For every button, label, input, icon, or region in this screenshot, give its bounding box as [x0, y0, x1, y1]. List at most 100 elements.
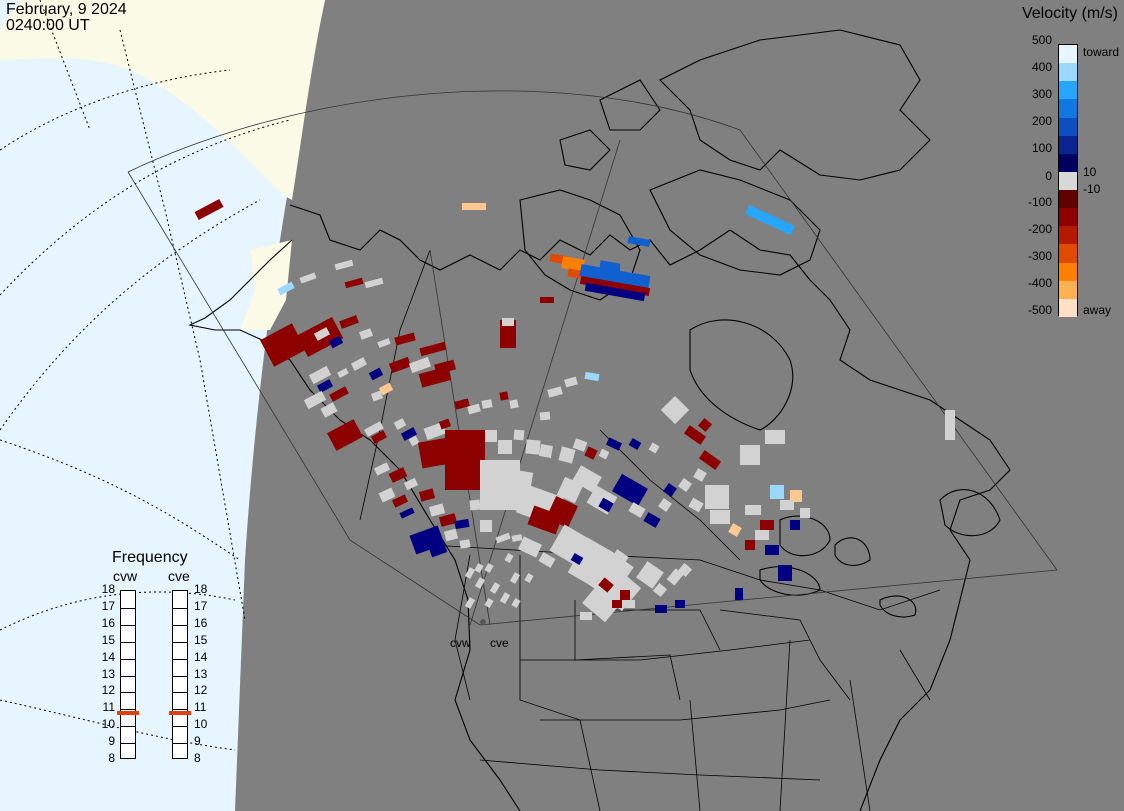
backscatter-cell: [408, 435, 420, 447]
backscatter-cell: [403, 477, 419, 491]
backscatter-cell: [495, 532, 511, 544]
frequency-scale-left: 14: [101, 649, 115, 664]
frequency-scale-left: 12: [101, 683, 115, 698]
backscatter-cell: [511, 534, 523, 542]
colorbar-segment: [1059, 171, 1077, 191]
backscatter-cell: [636, 561, 664, 589]
backscatter-cell: [648, 442, 660, 454]
backscatter-cell: [945, 410, 955, 440]
backscatter-cell: [760, 520, 774, 530]
backscatter-cell: [572, 465, 602, 493]
backscatter-cell: [428, 542, 448, 558]
backscatter-cell: [655, 605, 667, 613]
backscatter-cell: [417, 437, 453, 469]
radar-label-cvw: cvw: [450, 636, 471, 650]
backscatter-cell: [462, 440, 482, 460]
frequency-scale-right: 11: [194, 700, 207, 715]
gauge-gridline: [121, 726, 135, 728]
backscatter-cell: [327, 419, 363, 451]
backscatter-cell: [469, 499, 481, 511]
backscatter-cell: [561, 256, 585, 272]
backscatter-cell: [558, 446, 576, 464]
away-label: away: [1083, 303, 1112, 317]
backscatter-cell: [570, 553, 584, 565]
backscatter-cell: [745, 204, 795, 236]
backscatter-cell: [705, 485, 729, 509]
frequency-scale-right: 18: [194, 582, 208, 596]
backscatter-cell: [303, 390, 327, 410]
frequency-scale-right: 12: [194, 683, 208, 698]
backscatter-cell: [598, 448, 610, 460]
backscatter-cell: [584, 282, 646, 302]
colorbar-tick-label: -100: [1027, 195, 1052, 209]
colorbar-segment: [1059, 81, 1077, 100]
gauge-gridline: [121, 658, 135, 660]
backscatter-cell: [539, 444, 553, 458]
radar-fov: [127, 90, 1058, 626]
backscatter-cell: [580, 612, 592, 620]
backscatter-cell: [572, 438, 588, 452]
backscatter-cell: [678, 478, 692, 492]
frequency-scale-left: 11: [102, 700, 115, 715]
backscatter-cell: [627, 236, 651, 247]
backscatter-cell: [388, 467, 408, 483]
backscatter-cell: [484, 563, 494, 573]
backscatter-cell: [370, 390, 384, 402]
backscatter-cell: [394, 332, 416, 346]
frequency-radar-cve: cve: [168, 568, 190, 584]
frequency-scale-right: 14: [194, 649, 208, 664]
backscatter-cell: [377, 338, 391, 348]
frequency-marker: [169, 710, 191, 715]
frequency-scale-right: 8: [194, 751, 201, 765]
backscatter-cell: [484, 598, 494, 608]
colorbar-segment: [1059, 153, 1077, 173]
backscatter-cell: [600, 265, 620, 271]
gauge-gridline: [121, 743, 135, 745]
velocity-colorbar: [1058, 44, 1078, 318]
backscatter-cell: [485, 430, 497, 442]
backscatter-cell: [344, 277, 364, 289]
backscatter-cell: [428, 503, 446, 517]
frequency-scale-left: 10: [101, 717, 115, 732]
backscatter-cell: [546, 496, 578, 528]
backscatter-cell: [334, 259, 354, 271]
backscatter-cell: [770, 485, 784, 499]
frequency-scale-left: 17: [101, 598, 115, 613]
backscatter-cell: [800, 508, 810, 518]
backscatter-cell: [605, 437, 623, 451]
backscatter-cell: [578, 567, 594, 581]
backscatter-cell: [780, 500, 794, 510]
backscatter-cell: [612, 600, 622, 608]
backscatter-cell: [328, 335, 344, 349]
time-label: 0240:00 UT: [6, 17, 90, 34]
backscatter-cell: [765, 545, 779, 555]
frequency-scale-right: 16: [194, 615, 208, 630]
gauge-gridline: [121, 675, 135, 677]
backscatter-cell: [693, 468, 707, 482]
backscatter-cell: [652, 582, 668, 598]
frequency-scale-right: 13: [194, 666, 208, 681]
colorbar-segment: [1059, 208, 1077, 227]
backscatter-cell: [480, 520, 492, 532]
backscatter-cell: [504, 553, 514, 563]
backscatter-cell: [598, 497, 614, 513]
backscatter-cell: [467, 403, 481, 415]
backscatter-cell: [511, 598, 521, 608]
backscatter-cell: [660, 395, 690, 425]
colorbar-segment: [1059, 135, 1077, 155]
gauge-gridline: [121, 607, 135, 609]
backscatter-cell: [564, 376, 578, 388]
gauge-gridline: [173, 743, 187, 745]
colorbar-segment: [1059, 190, 1077, 209]
backscatter-cell: [609, 549, 629, 569]
backscatter-cell: [419, 341, 447, 357]
gauge-gridline: [173, 624, 187, 626]
backscatter-cell: [434, 359, 456, 375]
frequency-scale-right: 9: [194, 734, 201, 749]
backscatter-cell: [399, 507, 415, 519]
frequency-gauge-cvw: [117, 590, 139, 759]
backscatter-cell: [790, 490, 802, 502]
coastlines: [188, 29, 1011, 811]
frequency-scale-left: 18: [101, 582, 115, 596]
